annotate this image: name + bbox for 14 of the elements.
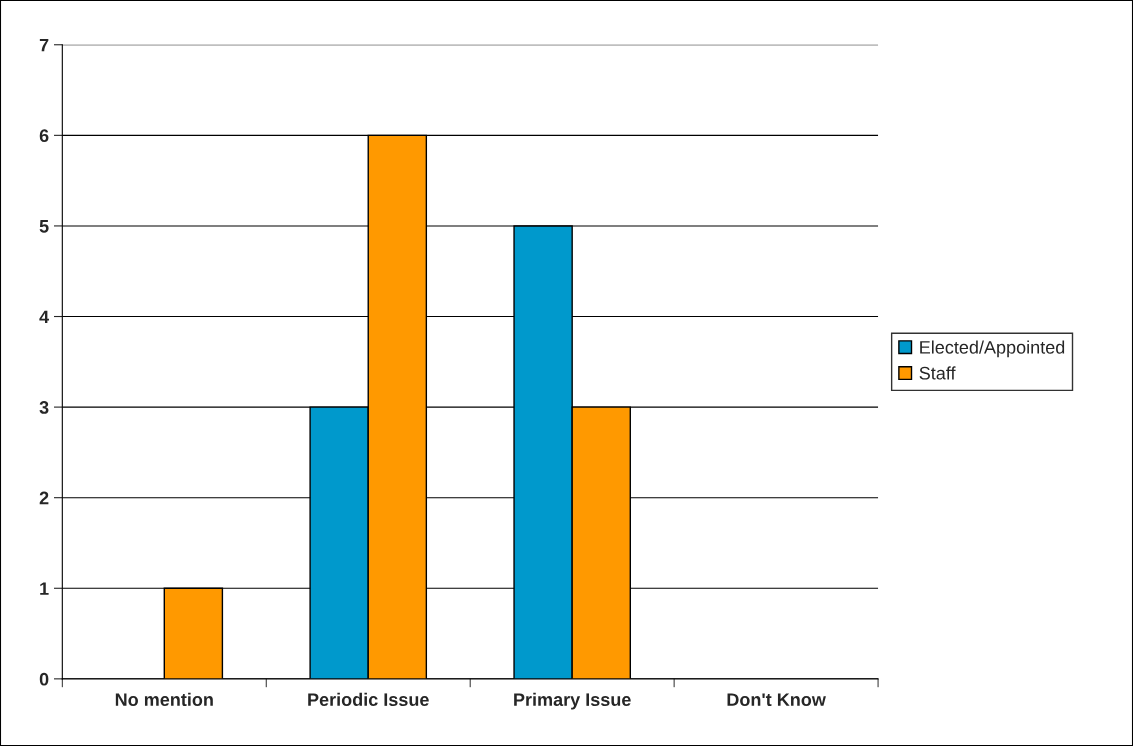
y-tick-label: 5	[39, 220, 49, 233]
legend-label: Staff	[919, 366, 956, 380]
y-tick-label: 1	[40, 582, 49, 595]
x-tick-label: Periodic Issue	[308, 692, 429, 707]
y-tick-label: 0	[39, 672, 49, 686]
y-tick-label: 6	[39, 129, 49, 143]
y-tick-label: 2	[39, 491, 49, 505]
x-tick-label: Don't Know	[727, 693, 826, 707]
x-tick-label: Primary Issue	[514, 692, 631, 710]
legend-label: Elected/Appointed	[920, 340, 1065, 358]
y-tick-label: 7	[39, 38, 49, 52]
y-tick-label: 4	[39, 310, 50, 324]
y-tick-label: 3	[39, 401, 49, 414]
x-tick-label: No mention	[115, 692, 213, 707]
